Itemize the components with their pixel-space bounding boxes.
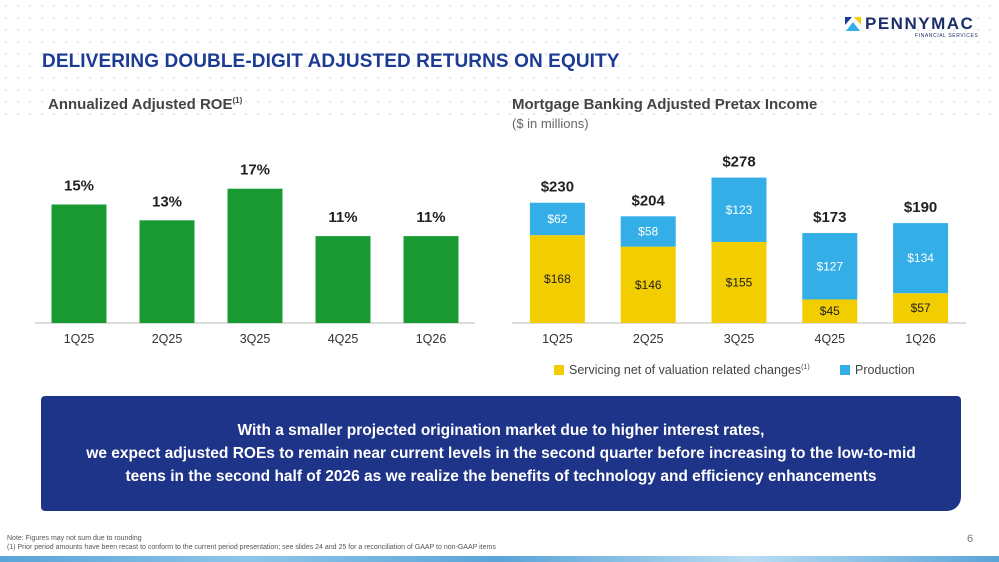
key-message-callout: With a smaller projected origination mar… [41, 396, 961, 511]
servicing-value-label: $155 [726, 275, 753, 289]
roe-chart-title: Annualized Adjusted ROE(1) [48, 96, 242, 113]
roe-data-label: 17% [240, 162, 270, 179]
roe-bar [51, 204, 107, 323]
callout-text: With a smaller projected origination mar… [51, 419, 951, 488]
roe-data-label: 11% [328, 209, 357, 226]
servicing-value-label: $168 [544, 272, 571, 286]
income-x-tick-label: 3Q25 [724, 332, 755, 346]
servicing-value-label: $146 [635, 278, 662, 292]
income-x-tick-label: 1Q25 [542, 332, 573, 346]
servicing-bar-segment [802, 299, 858, 323]
logo-mark-icon [845, 17, 861, 31]
roe-bar [315, 236, 371, 323]
production-value-label: $123 [726, 203, 753, 217]
production-bar-segment [529, 202, 585, 236]
servicing-bar-segment [620, 246, 676, 323]
production-bar-segment [620, 216, 676, 247]
roe-data-label: 15% [64, 178, 94, 195]
roe-bar [403, 236, 459, 323]
roe-bar-chart: 15% 1Q25 13% 2Q25 17% 3Q25 11% 4Q25 11% 1Q26 [35, 162, 475, 346]
callout-line: we expect adjusted ROEs to remain near c… [86, 445, 916, 462]
servicing-bar-segment [711, 241, 767, 323]
roe-chart-title-text: Annualized Adjusted ROE [48, 96, 233, 113]
servicing-bar-segment [529, 235, 585, 323]
pennymac-logo: PENNYMAC FINANCIAL SERVICES [845, 14, 985, 40]
servicing-value-label: $45 [820, 304, 840, 318]
roe-x-tick-label: 1Q26 [416, 332, 447, 346]
income-total-label: $230 [541, 179, 574, 196]
legend-production-label: Production [855, 363, 915, 377]
roe-x-tick-label: 1Q25 [64, 332, 95, 346]
production-bar-segment [802, 233, 858, 300]
income-total-label: $204 [632, 192, 666, 209]
roe-data-label: 11% [416, 209, 445, 226]
legend-servicing-ref: (1) [801, 363, 810, 371]
page-title: DELIVERING DOUBLE-DIGIT ADJUSTED RETURNS… [42, 51, 620, 72]
income-stacked-bar-chart: $168 $62 $230 1Q25 $146 $58 $204 2Q25 $155 $123 $2… [512, 154, 966, 346]
production-bar-segment [893, 223, 949, 294]
legend-production: Production [840, 363, 915, 377]
legend-swatch-production [840, 365, 850, 375]
production-value-label: $58 [638, 224, 658, 238]
income-chart-subtitle: ($ in millions) [512, 116, 589, 131]
footnote-recast: (1) Prior period amounts have been recas… [7, 544, 496, 551]
roe-bar [139, 220, 195, 323]
callout-line: teens in the second half of 2026 as we r… [125, 468, 877, 485]
production-value-label: $134 [907, 251, 934, 265]
production-value-label: $127 [816, 259, 843, 273]
production-bar-segment [711, 177, 767, 242]
legend-servicing: Servicing net of valuation related chang… [554, 363, 810, 377]
income-total-label: $278 [722, 154, 755, 171]
roe-footnote-ref: (1) [232, 96, 243, 105]
income-x-tick-label: 2Q25 [633, 332, 664, 346]
page-number: 6 [967, 533, 974, 545]
legend-servicing-label: Servicing net of valuation related chang… [569, 363, 802, 377]
logo-subtitle: FINANCIAL SERVICES [915, 33, 979, 39]
roe-data-label: 13% [152, 193, 182, 210]
income-total-label: $190 [904, 199, 937, 216]
production-value-label: $62 [547, 212, 567, 226]
servicing-bar-segment [893, 293, 949, 323]
income-x-tick-label: 4Q25 [815, 332, 846, 346]
callout-line: With a smaller projected origination mar… [237, 422, 765, 439]
footnote-rounding: Note: Figures may not sum due to roundin… [7, 535, 142, 542]
roe-x-tick-label: 2Q25 [152, 332, 183, 346]
footer-strip [0, 556, 999, 562]
servicing-value-label: $57 [911, 301, 931, 315]
roe-x-tick-label: 4Q25 [328, 332, 359, 346]
income-chart-title: Mortgage Banking Adjusted Pretax Income [512, 96, 818, 113]
roe-x-tick-label: 3Q25 [240, 332, 271, 346]
roe-bar [227, 188, 283, 323]
income-total-label: $173 [813, 209, 846, 226]
legend-swatch-servicing [554, 365, 564, 375]
logo-wordmark: PENNYMAC [865, 14, 975, 33]
income-x-tick-label: 1Q26 [905, 332, 936, 346]
